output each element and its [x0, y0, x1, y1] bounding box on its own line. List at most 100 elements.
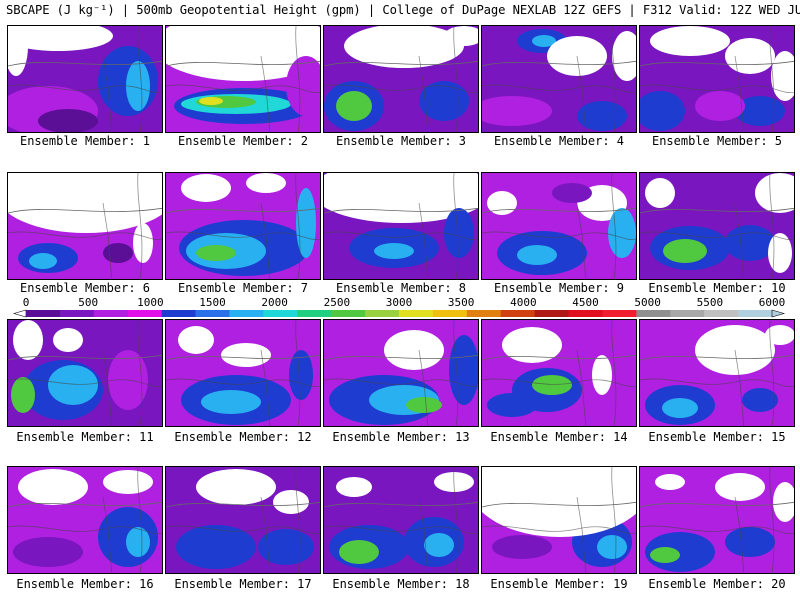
- colorbar-segment: [432, 310, 468, 317]
- geopotential-height-contour: [482, 60, 636, 67]
- sbcape-field-map: [8, 467, 162, 573]
- cape-contour-region: [176, 525, 256, 569]
- no-cape-region: [166, 26, 320, 81]
- geographic-border-line: [453, 173, 459, 279]
- geographic-border-line: [769, 320, 775, 426]
- geographic-border-line: [418, 496, 429, 573]
- cape-contour-region: [38, 109, 98, 132]
- no-cape-region: [645, 178, 675, 208]
- colorbar-segment: [704, 310, 739, 317]
- ensemble-map-panel-19: [481, 466, 637, 574]
- colorbar-tick-label: 6000: [758, 296, 786, 309]
- no-cape-region: [715, 473, 765, 501]
- ensemble-member-label: Ensemble Member: 2: [177, 134, 309, 148]
- geopotential-height-contour: [324, 501, 478, 508]
- geopotential-height-contour: [8, 501, 162, 508]
- geographic-border-line: [324, 84, 478, 94]
- geographic-border-line: [611, 26, 617, 132]
- cape-contour-region: [424, 533, 454, 557]
- no-cape-region: [181, 174, 231, 202]
- geopotential-height-contour: [640, 60, 794, 67]
- ensemble-map-panel-5: [639, 25, 795, 133]
- geographic-border-line: [769, 467, 775, 573]
- geopotential-height-contour: [640, 207, 794, 214]
- cape-contour-region: [725, 527, 775, 557]
- ensemble-member-label: Ensemble Member: 17: [174, 577, 312, 591]
- geographic-border-line: [576, 55, 587, 132]
- geographic-border-line: [418, 202, 429, 279]
- no-cape-region: [18, 469, 88, 505]
- geopotential-height-contour: [166, 207, 320, 214]
- sbcape-field-map: [166, 320, 320, 426]
- sbcape-field-map: [324, 173, 478, 279]
- geopotential-height-contour: [482, 207, 636, 214]
- colorbar-segment: [93, 310, 129, 317]
- geographic-border-line: [482, 378, 636, 388]
- geographic-border-line: [166, 378, 320, 388]
- no-cape-region: [655, 474, 685, 490]
- colorbar-segment: [399, 310, 434, 317]
- ensemble-member-label: Ensemble Member: 14: [490, 430, 628, 444]
- geographic-border-line: [166, 525, 320, 535]
- colorbar-segment: [636, 310, 671, 317]
- no-cape-region: [103, 470, 153, 494]
- geographic-border-line: [734, 496, 745, 573]
- cape-contour-region: [735, 96, 785, 126]
- cape-contour-region: [103, 243, 133, 263]
- ensemble-member-label: Ensemble Member: 3: [335, 134, 467, 148]
- cape-contour-region: [48, 365, 98, 405]
- sbcape-field-map: [482, 26, 636, 132]
- no-cape-region: [178, 326, 214, 354]
- cape-contour-region: [662, 398, 698, 418]
- no-cape-region: [592, 355, 612, 395]
- geopotential-height-contour: [8, 207, 162, 214]
- geopotential-height-contour: [640, 354, 794, 361]
- geographic-border-line: [611, 173, 617, 279]
- geographic-border-line: [769, 26, 775, 132]
- ensemble-map-panel-10: [639, 172, 795, 280]
- geopotential-height-contour: [166, 501, 320, 508]
- cape-contour-region: [532, 35, 556, 47]
- geographic-border-line: [8, 231, 162, 241]
- geopotential-height-contour: [482, 501, 636, 508]
- geographic-border-line: [295, 320, 301, 426]
- cape-contour-region: [126, 527, 150, 557]
- cape-contour-region: [336, 91, 372, 121]
- cape-contour-region: [11, 377, 35, 413]
- geographic-border-line: [418, 55, 429, 132]
- sbcape-field-map: [324, 320, 478, 426]
- colorbar-segment: [568, 310, 603, 317]
- geographic-border-line: [611, 320, 617, 426]
- geopotential-height-contour: [324, 207, 478, 214]
- colorbar-right-arrow: [771, 309, 786, 318]
- cape-contour-region: [339, 540, 379, 564]
- ensemble-map-panel-14: [481, 319, 637, 427]
- geographic-border-line: [166, 231, 320, 241]
- colorbar-segment: [26, 310, 61, 317]
- cape-contour-region: [608, 208, 636, 258]
- cape-contour-region: [201, 390, 261, 414]
- no-cape-region: [344, 26, 464, 68]
- geographic-border-line: [453, 26, 459, 132]
- no-cape-region: [324, 173, 478, 223]
- cape-contour-region: [725, 225, 775, 261]
- geopotential-height-contour: [166, 354, 320, 361]
- ensemble-member-label: Ensemble Member: 19: [490, 577, 628, 591]
- ensemble-member-label: Ensemble Member: 9: [493, 281, 625, 295]
- ensemble-map-panel-17: [165, 466, 321, 574]
- cape-contour-region: [640, 91, 685, 131]
- geographic-border-line: [453, 467, 459, 573]
- colorbar-segment: [670, 310, 705, 317]
- geographic-border-line: [576, 496, 587, 573]
- ensemble-map-panel-18: [323, 466, 479, 574]
- sbcape-field-map: [8, 173, 162, 279]
- colorbar-segment: [602, 310, 637, 317]
- ensemble-member-label: Ensemble Member: 11: [16, 430, 154, 444]
- geographic-border-line: [102, 496, 113, 573]
- geographic-border-line: [576, 349, 587, 426]
- geographic-border-line: [453, 320, 459, 426]
- no-cape-region: [336, 477, 372, 497]
- geopotential-height-contour: [8, 60, 162, 67]
- no-cape-region: [765, 325, 794, 345]
- colorbar-tick-label: 1500: [199, 296, 226, 309]
